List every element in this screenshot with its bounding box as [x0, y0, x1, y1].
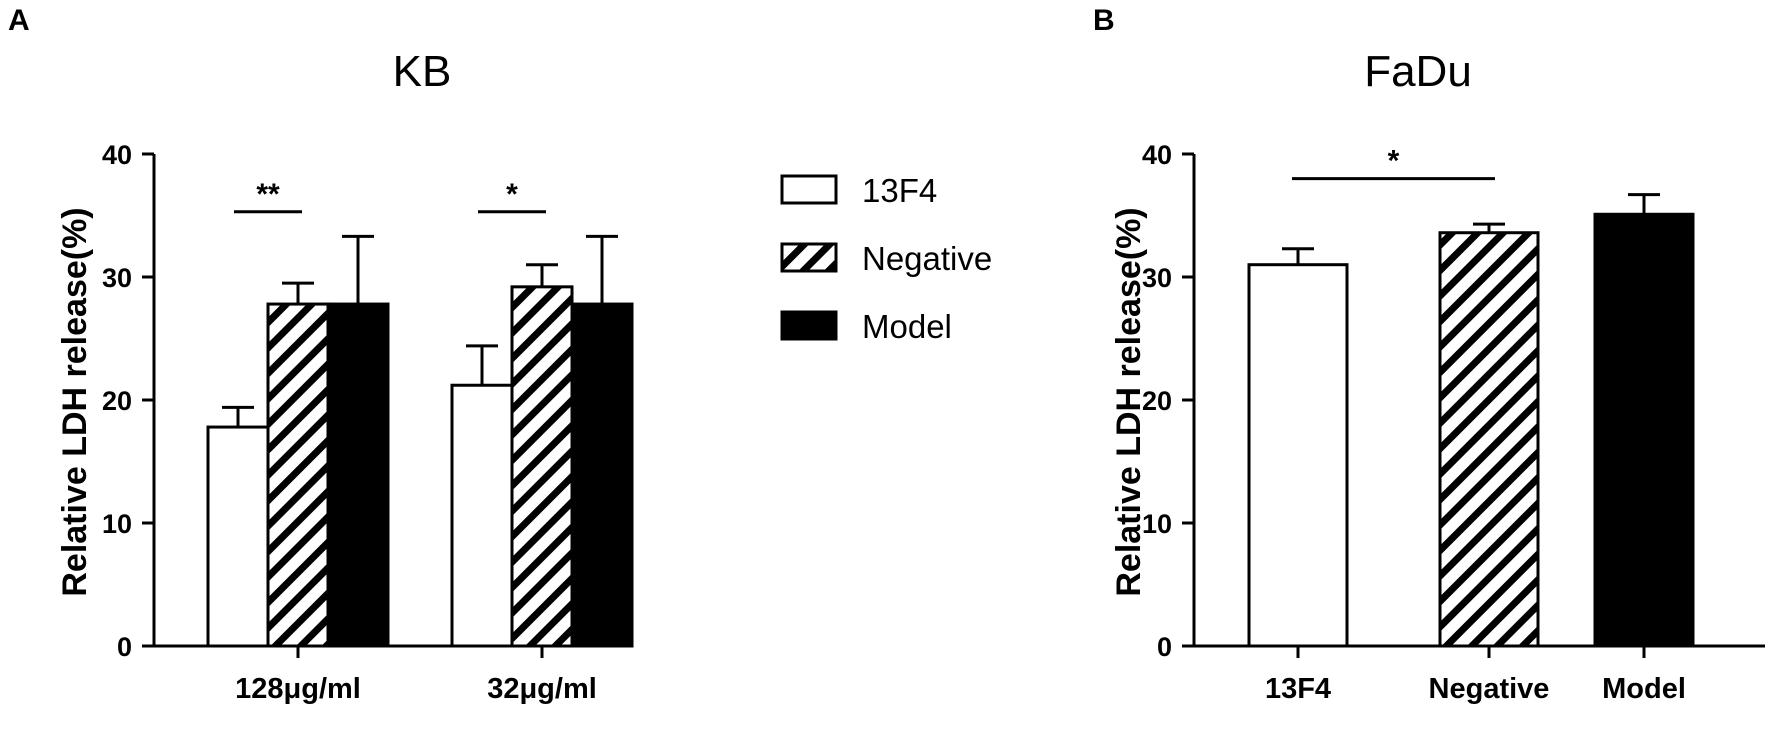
legend-entry-model: Model [780, 308, 952, 345]
y-tick-label: 40 [1142, 140, 1172, 170]
y-tick-label: 10 [1142, 509, 1172, 539]
bar-model [1593, 212, 1695, 648]
bar-32-g-ml-13f4 [450, 383, 514, 648]
y-tick-label: 10 [102, 509, 132, 539]
legend-label-negative: Negative [862, 240, 992, 277]
chart-title-fadu: FaDu [1364, 47, 1472, 96]
bar-32-g-ml-model [570, 302, 634, 648]
y-axis-label-b: Relative LDH release(%) [1110, 207, 1148, 596]
chart-panel-a: KB Relative LDH release(%) 0 10 20 30 40 128… [56, 47, 634, 705]
significance-label: * [1388, 145, 1400, 178]
legend-entry-negative: Negative [780, 240, 992, 277]
y-tick-label: 20 [102, 386, 132, 416]
panel-letter-b: B [1093, 4, 1115, 37]
bar-13f4 [1247, 263, 1349, 648]
x-tick-label-negative: Negative [1429, 673, 1550, 705]
legend-swatch-13f4 [780, 174, 838, 205]
x-tick-label-128-g-ml: 128μg/ml [235, 673, 361, 705]
legend-label-13f4: 13F4 [862, 172, 937, 209]
chart-title-kb: KB [393, 47, 452, 96]
bar-32-g-ml-negative [510, 285, 574, 648]
bar-128-g-ml-model [326, 302, 390, 648]
significance-label: * [506, 178, 518, 211]
bar-negative [1438, 231, 1540, 648]
y-tick-label: 30 [102, 263, 132, 293]
legend-swatch-model [780, 310, 838, 341]
x-tick-label-32-g-ml: 32μg/ml [487, 673, 597, 705]
significance-label: ** [256, 178, 280, 211]
y-axis-label-a: Relative LDH release(%) [56, 207, 94, 596]
panel-letter-a: A [8, 4, 30, 37]
y-tick-label: 0 [1157, 632, 1172, 662]
legend-entry-13f4: 13F4 [780, 172, 937, 209]
chart-panel-b: FaDu Relative LDH release(%) 0 10 20 30 40 1… [1110, 47, 1765, 705]
legend: 13F4 Negative Model [780, 172, 992, 345]
x-tick-label-13f4: 13F4 [1265, 673, 1331, 705]
y-tick-label: 30 [1142, 263, 1172, 293]
x-tick-label-model: Model [1602, 673, 1686, 705]
y-tick-label: 40 [102, 140, 132, 170]
y-tick-label: 20 [1142, 386, 1172, 416]
bar-128-g-ml-negative [266, 302, 330, 648]
y-tick-label: 0 [117, 632, 132, 662]
bar-128-g-ml-13f4 [206, 425, 270, 648]
legend-swatch-negative [780, 242, 838, 273]
legend-label-model: Model [862, 308, 952, 345]
